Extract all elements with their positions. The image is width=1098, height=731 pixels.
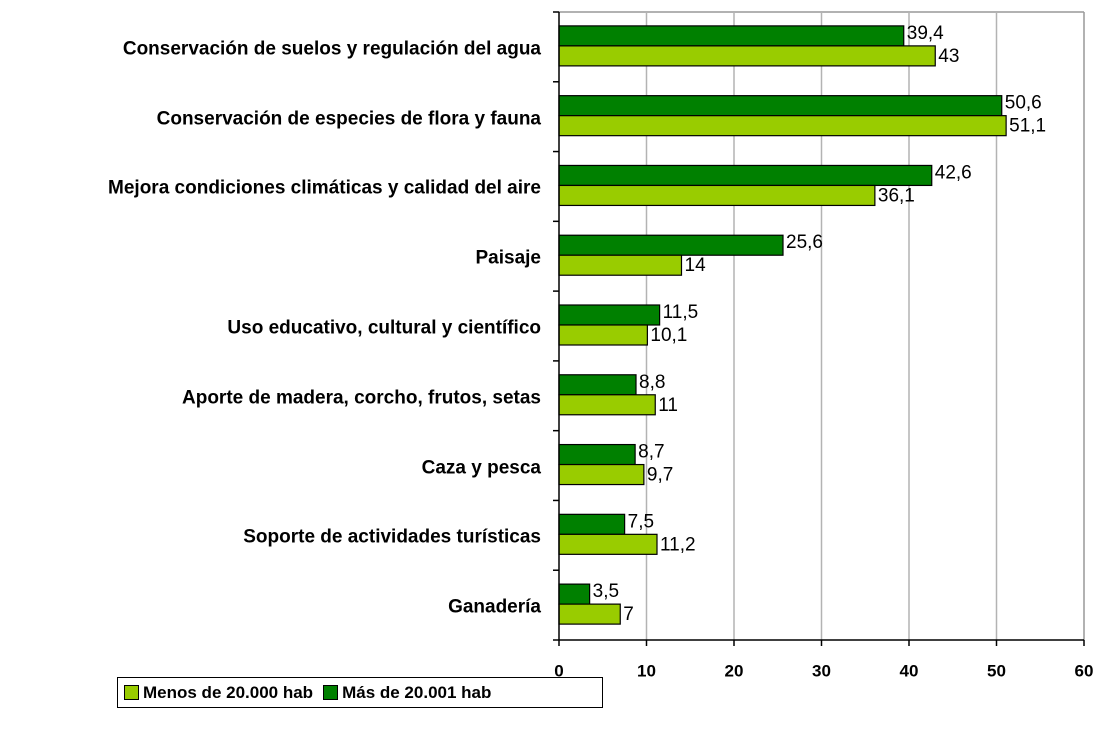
data-label: 7,5 [628,511,654,532]
bar [558,254,683,276]
bar [558,583,591,605]
y-tick-label: Uso educativo, cultural y científico [227,317,541,339]
data-label: 8,7 [638,442,664,463]
legend-swatch [124,685,139,700]
data-label: 39,4 [907,23,944,44]
bar [558,115,1007,137]
bar [558,394,656,416]
legend-label: Menos de 20.000 hab [143,682,314,702]
legend-item: Más de 20.001 hab [323,683,491,703]
bar [558,234,784,256]
y-tick-label: Aporte de madera, corcho, frutos, setas [182,387,541,409]
data-label: 3,5 [593,581,619,602]
y-tick-label: Conservación de especies de flora y faun… [156,108,541,130]
data-label: 36,1 [878,185,915,206]
legend-swatch [323,685,339,700]
y-tick-label: Paisaje [475,247,542,269]
bar [558,25,905,47]
x-tick-label: 0 [554,661,563,680]
y-tick-label: Soporte de actividades turísticas [243,526,541,548]
x-tick-label: 20 [725,661,744,680]
bar [558,184,876,207]
data-label: 25,6 [786,232,823,253]
y-tick-label: Mejora condiciones climáticas y calidad … [108,177,541,199]
data-label: 11,5 [663,302,699,323]
data-label: 11 [658,395,678,416]
data-label: 8,8 [639,372,665,393]
bar [558,304,661,326]
data-label: 7 [623,604,634,625]
bar [558,513,626,535]
bar [558,603,621,625]
bar [558,45,936,67]
legend-label: Más de 20.001 hab [342,682,492,702]
data-label: 50,6 [1005,93,1042,114]
data-label: 9,7 [647,465,673,486]
x-tick-label: 10 [637,661,656,680]
bar [558,463,645,486]
x-tick-label: 50 [987,661,1006,680]
x-tick-label: 40 [900,661,919,680]
bar [558,374,637,396]
x-tick-label: 30 [812,661,831,680]
bar [558,443,636,466]
y-tick-label: Caza y pesca [421,457,541,479]
x-tick-label: 60 [1075,661,1094,680]
bar [558,533,658,555]
data-label: 42,6 [935,162,972,183]
data-label: 51,1 [1009,116,1046,137]
data-label: 11,2 [660,534,696,555]
bar [558,164,933,187]
y-tick-label: Ganadería [448,596,541,618]
y-tick-label: Conservación de suelos y regulación del … [122,38,541,60]
data-label: 43 [938,46,959,67]
bar [558,95,1003,117]
legend: Menos de 20.000 hab Más de 20.001 hab [117,677,603,708]
data-label: 10,1 [650,325,687,346]
data-label: 14 [685,255,707,276]
bar [558,324,648,346]
legend-item: Menos de 20.000 hab [124,683,313,703]
